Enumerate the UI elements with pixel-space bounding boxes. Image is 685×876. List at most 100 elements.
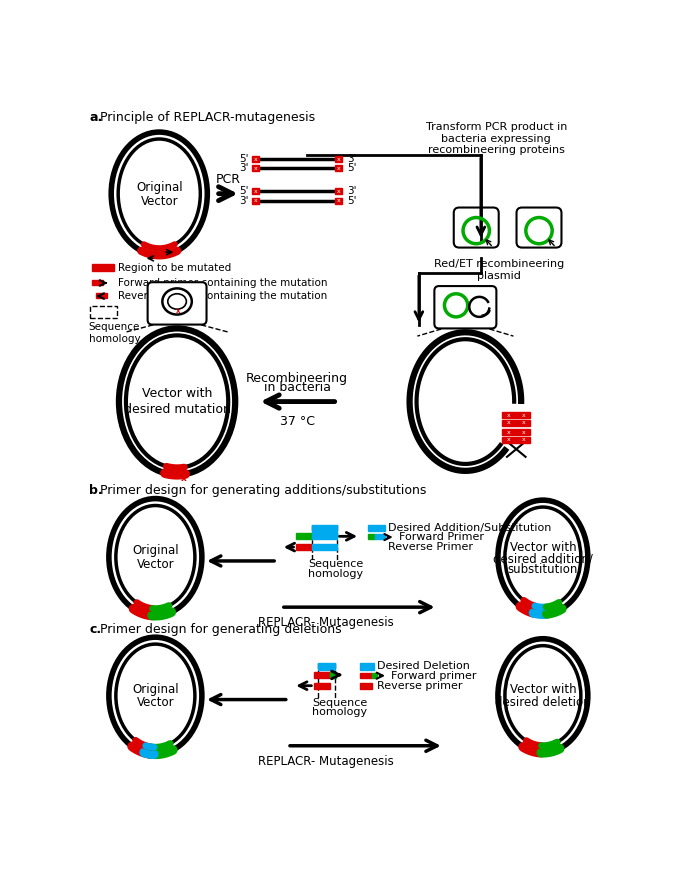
Text: x: x — [253, 166, 258, 171]
Bar — [375, 534, 385, 540]
Text: 5': 5' — [347, 163, 356, 173]
Text: Vector with: Vector with — [510, 683, 576, 696]
Text: PCR: PCR — [216, 173, 240, 186]
Bar — [252, 197, 259, 204]
Text: 5': 5' — [347, 195, 356, 206]
Bar — [318, 663, 335, 670]
Text: Forward primer: Forward primer — [391, 671, 477, 681]
Bar — [335, 156, 342, 162]
Bar — [297, 533, 312, 540]
Text: x: x — [507, 413, 510, 418]
Text: 5': 5' — [239, 154, 249, 164]
Text: desired deletion: desired deletion — [495, 696, 590, 710]
Bar — [314, 672, 329, 678]
Bar — [329, 672, 336, 678]
Text: Original: Original — [132, 683, 179, 696]
Bar — [92, 264, 114, 271]
Bar — [502, 437, 530, 443]
Text: 3': 3' — [347, 154, 356, 164]
Text: x: x — [175, 308, 180, 314]
Text: x: x — [181, 474, 187, 483]
Text: Red/ET recombineering
plasmid: Red/ET recombineering plasmid — [434, 259, 564, 280]
Bar — [360, 673, 373, 678]
FancyBboxPatch shape — [434, 286, 497, 328]
FancyBboxPatch shape — [148, 282, 206, 325]
Text: Reverse primer: Reverse primer — [377, 681, 462, 690]
Text: x: x — [507, 437, 510, 442]
Bar — [335, 197, 342, 204]
Bar — [335, 166, 342, 172]
Text: Primer design for generating deletions: Primer design for generating deletions — [99, 623, 341, 636]
Text: Principle of REPLACR-mutagenesis: Principle of REPLACR-mutagenesis — [99, 111, 314, 124]
Bar — [252, 188, 259, 194]
Bar — [252, 166, 259, 172]
FancyBboxPatch shape — [516, 208, 562, 248]
Text: Sequence: Sequence — [312, 698, 367, 708]
Text: Primer design for generating additions/substitutions: Primer design for generating additions/s… — [99, 484, 426, 497]
Bar — [502, 429, 530, 435]
Text: x: x — [253, 198, 258, 203]
Bar — [92, 280, 103, 286]
Text: x: x — [253, 157, 258, 161]
Text: Vector: Vector — [136, 696, 174, 710]
Text: 3': 3' — [347, 187, 356, 196]
Text: a.: a. — [90, 111, 103, 124]
Text: Recombineering: Recombineering — [246, 371, 348, 385]
Bar — [360, 663, 374, 669]
Text: x: x — [522, 437, 526, 442]
Text: 3': 3' — [239, 163, 249, 173]
Text: b.: b. — [90, 484, 103, 497]
Text: x: x — [164, 467, 169, 476]
Bar — [502, 413, 530, 419]
Text: substitution: substitution — [508, 563, 578, 576]
Bar — [312, 544, 337, 550]
Text: Vector: Vector — [140, 194, 178, 208]
Text: 3': 3' — [239, 195, 249, 206]
Text: x: x — [336, 166, 340, 171]
Bar — [314, 682, 329, 689]
Text: Original: Original — [132, 545, 179, 557]
Bar — [297, 544, 312, 550]
Bar — [368, 525, 385, 531]
Bar — [502, 420, 530, 426]
Text: homology: homology — [312, 707, 367, 717]
Bar — [312, 533, 337, 540]
Bar — [252, 156, 259, 162]
Text: REPLACR- Mutagenesis: REPLACR- Mutagenesis — [258, 755, 394, 768]
Text: x: x — [253, 189, 258, 194]
Text: Vector: Vector — [136, 557, 174, 570]
Text: Vector with: Vector with — [142, 387, 212, 400]
Text: Region to be mutated: Region to be mutated — [119, 263, 232, 272]
Bar — [368, 534, 375, 540]
Bar — [373, 673, 377, 678]
Text: Transform PCR product in
bacteria expressing
recombineering proteins: Transform PCR product in bacteria expres… — [425, 122, 567, 155]
Bar — [312, 525, 337, 532]
Text: Desired Deletion: Desired Deletion — [377, 661, 470, 671]
Bar — [90, 306, 116, 318]
Text: Forward primer containing the mutation: Forward primer containing the mutation — [119, 278, 327, 288]
Text: Reverse Primer: Reverse Primer — [388, 542, 473, 552]
Text: 5': 5' — [239, 187, 249, 196]
Bar — [97, 293, 108, 299]
Text: x: x — [161, 246, 167, 257]
Text: Original: Original — [136, 181, 183, 194]
Text: x: x — [522, 413, 526, 418]
Text: x: x — [507, 430, 510, 434]
Text: Desired Addition/Substitution: Desired Addition/Substitution — [388, 523, 551, 533]
Text: Sequence: Sequence — [308, 560, 363, 569]
Text: Sequence
homology: Sequence homology — [89, 322, 140, 344]
Text: x: x — [336, 198, 340, 203]
Text: x: x — [522, 420, 526, 426]
Text: x: x — [336, 189, 340, 194]
Bar — [360, 683, 373, 689]
Text: Vector with: Vector with — [510, 541, 576, 555]
Text: x: x — [507, 420, 510, 426]
Text: homology: homology — [308, 569, 363, 579]
Bar — [335, 188, 342, 194]
FancyBboxPatch shape — [453, 208, 499, 248]
Text: x: x — [336, 157, 340, 161]
Text: in bacteria: in bacteria — [264, 381, 331, 394]
Text: Forward Primer: Forward Primer — [399, 532, 484, 542]
Text: Reverse primer containing the mutation: Reverse primer containing the mutation — [119, 291, 327, 301]
Text: x: x — [522, 430, 526, 434]
